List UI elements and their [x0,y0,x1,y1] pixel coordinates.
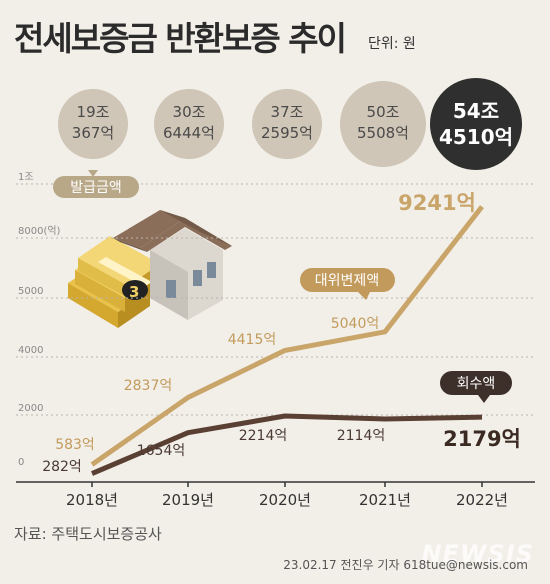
issuance-bubble [340,81,426,167]
issuance-value: 2595억 [261,124,313,142]
issuance-value: 4510억 [439,125,513,149]
svg-text:3: 3 [129,283,139,301]
recovery-legend-pill [440,371,512,395]
data-labels: 583억 2837억 4415억 5040억 9241억 282억 1654억 2214억 21… [42,191,521,475]
issuance-value: 5508억 [357,124,409,142]
issuance-bubble [430,78,522,170]
recovery-value-label: 2114억 [337,428,386,444]
issuance-value: 54조 [453,99,499,123]
issuance-value: 367억 [72,124,114,142]
y-tick-label: 2000 [18,403,43,414]
credit-line: 23.02.17 전진우 기자 618tue@newsis.com [283,558,528,572]
issuance-value: 19조 [77,103,110,121]
x-tick-label: 2019년 [162,491,214,509]
issuance-bubble [154,89,224,159]
recovery-value-label: 1654억 [137,443,186,459]
y-tick-label: 4000 [18,345,43,356]
house-with-money-illustration: 3 [68,210,232,328]
series-line-subrogation [90,205,484,467]
recovery-value-label: 2214억 [239,428,288,444]
issuance-label: 발급금액 [70,180,122,196]
x-axis: 2018년 2019년 2020년 2021년 2022년 [16,481,535,509]
unit-label: 단위: 원 [368,36,416,52]
pointer-triangle [88,170,98,177]
y-tick-label: 1조 [18,172,34,183]
issuance-label-pill [53,176,139,198]
chart: 3 0 2000 4000 5000 8000(억) 1조 19조 367억 30조 6444억… [16,78,535,509]
pointer-triangle [358,292,370,300]
subrogation-value-label: 2837억 [124,378,173,394]
recovery-legend-label: 회수액 [457,376,496,392]
subrogation-value-label: 5040억 [331,316,380,332]
issuance-bubbles: 19조 367억 30조 6444억 37조 2595억 50조 5508억 54조4510억발… [53,78,522,198]
y-axis-ticks: 0 2000 4000 5000 8000(억) 1조 [18,172,61,468]
issuance-bubble [58,89,128,159]
issuance-value: 37조 [271,103,304,121]
issuance-value: 50조 [367,103,400,121]
source-note: 자료: 주택도시보증공사 [14,525,162,543]
subrogation-legend-label: 대위변제액 [315,273,379,289]
x-tick-label: 2021년 [359,491,411,509]
series-lines [90,205,484,476]
header: 전세보증금 반환보증 추이 단위: 원 [0,0,550,78]
issuance-value: 6444억 [163,124,215,142]
pointer-triangle [478,395,490,403]
y-tick-label: 0 [18,457,24,468]
issuance-bubble [252,89,322,159]
x-tick-label: 2020년 [259,491,311,509]
issuance-value: 30조 [173,103,206,121]
subrogation-value-label: 9241억 [398,191,476,215]
y-tick-label: 5000 [18,286,43,297]
x-tick-label: 2022년 [456,491,508,509]
x-tick-label: 2018년 [66,491,118,509]
subrogation-value-label: 583억 [55,437,95,453]
recovery-value-label: 282억 [42,459,82,475]
y-tick-label: 8000(억) [18,225,61,237]
chart-title: 전세보증금 반환보증 추이 [14,19,347,58]
subrogation-legend-pill [300,268,395,292]
watermark: NEWSIS [421,540,534,568]
recovery-value-label: 2179억 [443,427,521,451]
subrogation-value-label: 4415억 [228,332,277,348]
series-line-recovery [91,413,483,476]
